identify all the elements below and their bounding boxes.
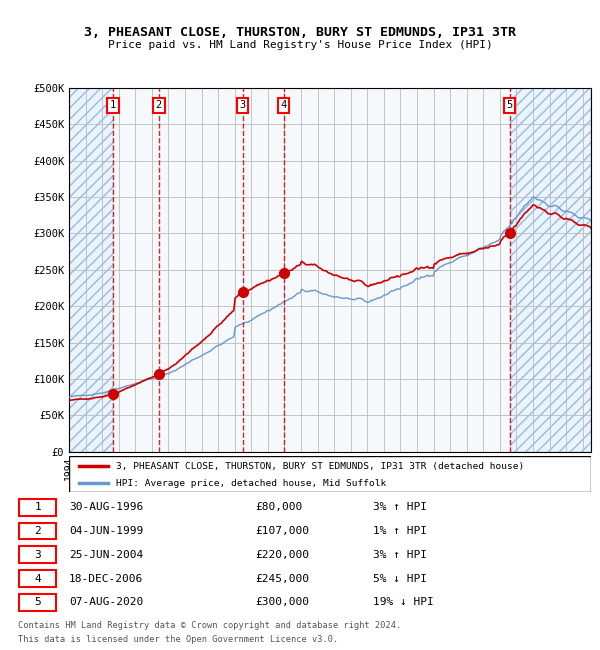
Text: £80,000: £80,000 bbox=[255, 502, 302, 512]
Bar bbox=[69, 88, 113, 452]
Text: 4: 4 bbox=[281, 101, 287, 111]
FancyBboxPatch shape bbox=[19, 499, 56, 515]
Text: HPI: Average price, detached house, Mid Suffolk: HPI: Average price, detached house, Mid … bbox=[116, 478, 386, 488]
FancyBboxPatch shape bbox=[19, 547, 56, 563]
Text: This data is licensed under the Open Government Licence v3.0.: This data is licensed under the Open Gov… bbox=[18, 634, 338, 644]
Text: 2: 2 bbox=[34, 526, 41, 536]
Text: 4: 4 bbox=[34, 573, 41, 584]
Text: 5% ↓ HPI: 5% ↓ HPI bbox=[373, 573, 427, 584]
Text: 5: 5 bbox=[506, 101, 513, 111]
Text: Contains HM Land Registry data © Crown copyright and database right 2024.: Contains HM Land Registry data © Crown c… bbox=[18, 621, 401, 630]
FancyBboxPatch shape bbox=[69, 456, 591, 492]
Text: 3: 3 bbox=[239, 101, 246, 111]
Text: 3, PHEASANT CLOSE, THURSTON, BURY ST EDMUNDS, IP31 3TR: 3, PHEASANT CLOSE, THURSTON, BURY ST EDM… bbox=[84, 26, 516, 39]
Text: 07-AUG-2020: 07-AUG-2020 bbox=[69, 597, 143, 607]
FancyBboxPatch shape bbox=[19, 523, 56, 540]
Text: £245,000: £245,000 bbox=[255, 573, 309, 584]
Text: 30-AUG-1996: 30-AUG-1996 bbox=[69, 502, 143, 512]
FancyBboxPatch shape bbox=[19, 570, 56, 587]
Bar bbox=[69, 88, 113, 452]
Text: 18-DEC-2006: 18-DEC-2006 bbox=[69, 573, 143, 584]
Text: 04-JUN-1999: 04-JUN-1999 bbox=[69, 526, 143, 536]
Text: 3, PHEASANT CLOSE, THURSTON, BURY ST EDMUNDS, IP31 3TR (detached house): 3, PHEASANT CLOSE, THURSTON, BURY ST EDM… bbox=[116, 462, 524, 471]
Text: £107,000: £107,000 bbox=[255, 526, 309, 536]
Text: 19% ↓ HPI: 19% ↓ HPI bbox=[373, 597, 434, 607]
Text: 2: 2 bbox=[155, 101, 162, 111]
Bar bbox=[509, 88, 591, 452]
Text: 1% ↑ HPI: 1% ↑ HPI bbox=[373, 526, 427, 536]
Bar bbox=[113, 88, 509, 452]
Text: £220,000: £220,000 bbox=[255, 550, 309, 560]
Text: 5: 5 bbox=[34, 597, 41, 607]
FancyBboxPatch shape bbox=[19, 594, 56, 611]
Text: £300,000: £300,000 bbox=[255, 597, 309, 607]
Text: 1: 1 bbox=[110, 101, 116, 111]
Bar bbox=[509, 88, 591, 452]
Text: 1: 1 bbox=[34, 502, 41, 512]
Text: Price paid vs. HM Land Registry's House Price Index (HPI): Price paid vs. HM Land Registry's House … bbox=[107, 40, 493, 50]
Text: 3% ↑ HPI: 3% ↑ HPI bbox=[373, 502, 427, 512]
Text: 25-JUN-2004: 25-JUN-2004 bbox=[69, 550, 143, 560]
Text: 3: 3 bbox=[34, 550, 41, 560]
Text: 3% ↑ HPI: 3% ↑ HPI bbox=[373, 550, 427, 560]
